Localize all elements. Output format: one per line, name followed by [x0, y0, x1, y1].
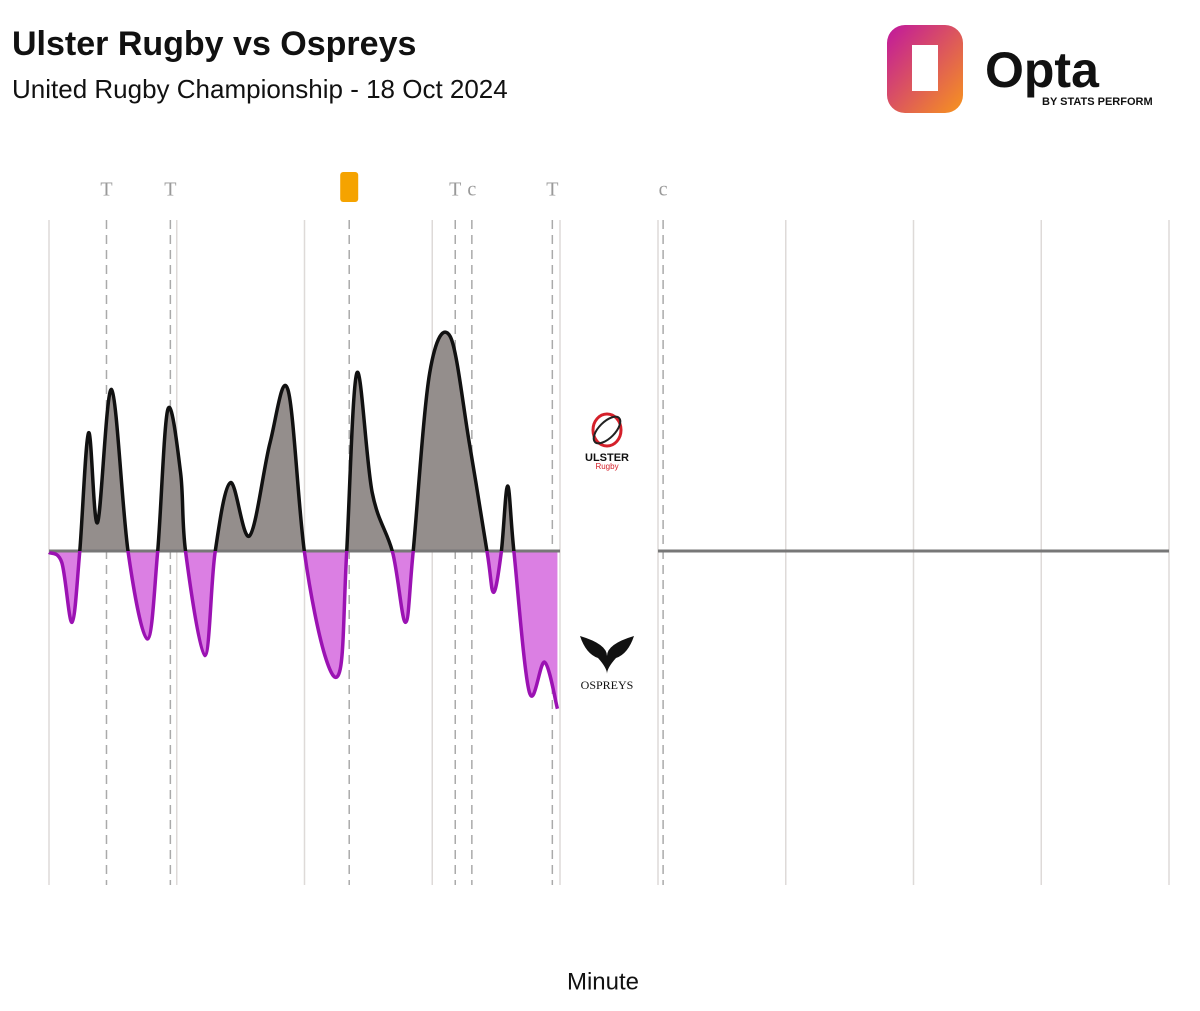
- event-label: c: [659, 179, 668, 201]
- x-axis-label: Minute: [567, 968, 639, 995]
- event-label: T: [449, 179, 461, 201]
- event-label: T: [546, 179, 558, 201]
- logo-mark: [580, 636, 634, 674]
- logo-byline: BY STATS PERFORM: [1042, 96, 1153, 108]
- logo-mark: [887, 25, 963, 113]
- away-team: OSPREYS: [581, 678, 634, 692]
- event-label: c: [467, 179, 476, 201]
- negative-line: [47, 551, 560, 710]
- chart-title: Ulster Rugby vs Ospreys: [12, 25, 416, 63]
- logo-name: Opta: [985, 42, 1100, 98]
- opta-logo: Opta BY STATS PERFORM: [887, 25, 1153, 113]
- logo-ring: [592, 415, 622, 445]
- yellow-card: [340, 172, 359, 202]
- ospreys-logo: OSPREYS: [580, 636, 634, 692]
- positive-area: [79, 332, 514, 551]
- logo-ring: [591, 412, 623, 448]
- home-team: ULSTER: [585, 452, 629, 464]
- chart-subtitle: United Rugby Championship - 18 Oct 2024: [12, 74, 508, 104]
- event-label: T: [164, 179, 176, 201]
- home-team-sub: Rugby: [595, 462, 618, 471]
- ulster-logo: ULSTER Rugby: [585, 412, 629, 471]
- event-label: T: [100, 179, 112, 201]
- positive-line: [49, 330, 516, 551]
